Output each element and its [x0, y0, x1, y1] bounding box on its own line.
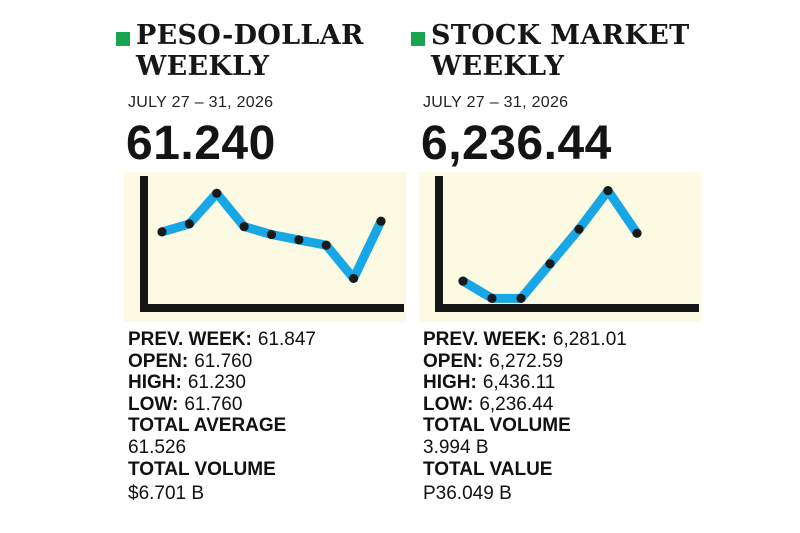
data-point [632, 228, 642, 238]
open-row: OPEN: 6,272.59 [423, 351, 627, 373]
total-volume-value: 3.994 B [423, 436, 489, 458]
open-value: 61.760 [194, 350, 253, 372]
total-average-value: 61.526 [128, 436, 187, 458]
stock-market-chart [419, 172, 701, 322]
closing-rate: 61.240 [126, 117, 276, 170]
total-volume-value: $6.701 B [128, 483, 205, 505]
data-point [376, 216, 386, 226]
total-average-label: TOTAL AVERAGE [128, 415, 287, 437]
title-line-1: STOCK MARKET [431, 20, 690, 51]
high-value: 6,436.11 [482, 372, 556, 394]
prev-week-label: PREV. WEEK: [423, 329, 547, 350]
date-range: JULY 27 – 31, 2026 [423, 94, 569, 111]
data-point [266, 229, 277, 240]
prev-week-row: PREV. WEEK: 6,281.01 [423, 329, 627, 351]
title-line-1: PESO-DOLLAR [136, 20, 364, 51]
total-value-label: TOTAL VALUE [423, 458, 553, 480]
high-row: HIGH: 61.230 [128, 372, 316, 394]
prev-week-row: PREV. WEEK: 61.847 [128, 329, 316, 351]
high-label: HIGH: [423, 372, 477, 394]
low-value: 61.760 [184, 393, 243, 415]
stock-market-stats: PREV. WEEK: 6,281.01 OPEN: 6,272.59 HIGH: 6… [423, 329, 627, 505]
high-value: 61.230 [187, 372, 246, 394]
peso-dollar-stats: PREV. WEEK: 61.847 OPEN: 61.760 HIGH: 61.23… [128, 329, 316, 505]
total-value-row: TOTAL VALUE [423, 459, 627, 481]
open-label: OPEN: [423, 350, 484, 372]
total-volume-row: TOTAL VOLUME [128, 459, 316, 481]
peso-dollar-chart [124, 172, 406, 322]
high-label: HIGH: [128, 372, 182, 394]
data-point [574, 224, 584, 234]
open-row: OPEN: 61.760 [128, 351, 316, 373]
total-value-value: P36.049 B [423, 483, 512, 505]
data-point [349, 273, 359, 284]
peso-dollar-title: PESO-DOLLAR WEEKLY [136, 20, 364, 82]
low-row: LOW: 61.760 [128, 394, 316, 416]
open-value: 6,272.59 [489, 350, 564, 372]
stock-market-title: STOCK MARKET WEEKLY [431, 20, 689, 82]
low-value: 6,236.44 [479, 393, 554, 415]
prev-week-value: 61.847 [257, 329, 317, 350]
total-value-value-row: P36.049 B [423, 483, 627, 505]
prev-week-label: PREV. WEEK: [128, 329, 252, 350]
closing-index: 6,236.44 [421, 117, 612, 170]
data-point [487, 293, 497, 303]
total-average-row: TOTAL AVERAGE [128, 415, 316, 437]
green-square-icon [116, 32, 130, 46]
low-row: LOW: 6,236.44 [423, 394, 627, 416]
data-point [545, 259, 555, 269]
date-range: JULY 27 – 31, 2026 [128, 94, 274, 111]
total-volume-value-row: 3.994 B [423, 437, 627, 459]
total-volume-label: TOTAL VOLUME [423, 415, 571, 437]
data-point [157, 227, 167, 237]
high-row: HIGH: 6,436.11 [423, 372, 627, 394]
total-volume-value-row: $6.701 B [128, 483, 316, 505]
chart-background [124, 172, 406, 322]
data-point [184, 219, 194, 229]
data-point [516, 293, 526, 303]
prev-week-value: 6,281.01 [552, 329, 627, 350]
total-volume-label: TOTAL VOLUME [128, 458, 276, 480]
total-volume-row: TOTAL VOLUME [423, 415, 627, 437]
data-point [294, 235, 304, 245]
green-square-icon [411, 32, 425, 46]
data-point [458, 276, 468, 286]
peso-dollar-panel: PESO-DOLLAR WEEKLY JULY 27 – 31, 2026 61… [112, 0, 412, 533]
stock-market-panel: STOCK MARKET WEEKLY JULY 27 – 31, 2026 6… [407, 0, 707, 533]
low-label: LOW: [128, 393, 179, 415]
data-point [603, 186, 613, 196]
title-line-2: WEEKLY [136, 51, 270, 82]
data-point [212, 188, 222, 198]
data-point [321, 240, 331, 250]
data-point [239, 221, 249, 232]
low-label: LOW: [423, 393, 474, 415]
title-line-2: WEEKLY [431, 51, 565, 82]
open-label: OPEN: [128, 350, 189, 372]
total-average-value-row: 61.526 [128, 437, 316, 459]
